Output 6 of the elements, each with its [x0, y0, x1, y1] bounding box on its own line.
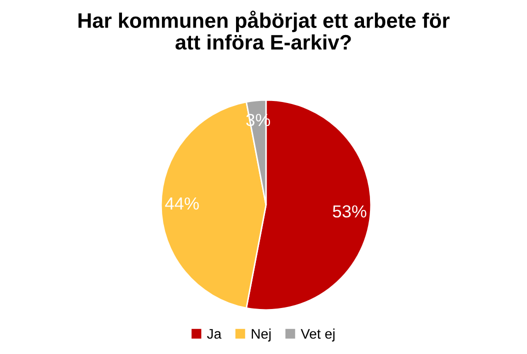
legend-label: Ja: [207, 329, 222, 339]
data-label: 53%: [332, 205, 366, 218]
data-label: 44%: [165, 197, 199, 210]
chart-title: Har kommunen påbörjat ett arbete för att införa E-arkiv?: [78, 10, 450, 50]
legend-label: Nej: [252, 328, 271, 342]
legend-label: Vet ej: [300, 328, 334, 342]
